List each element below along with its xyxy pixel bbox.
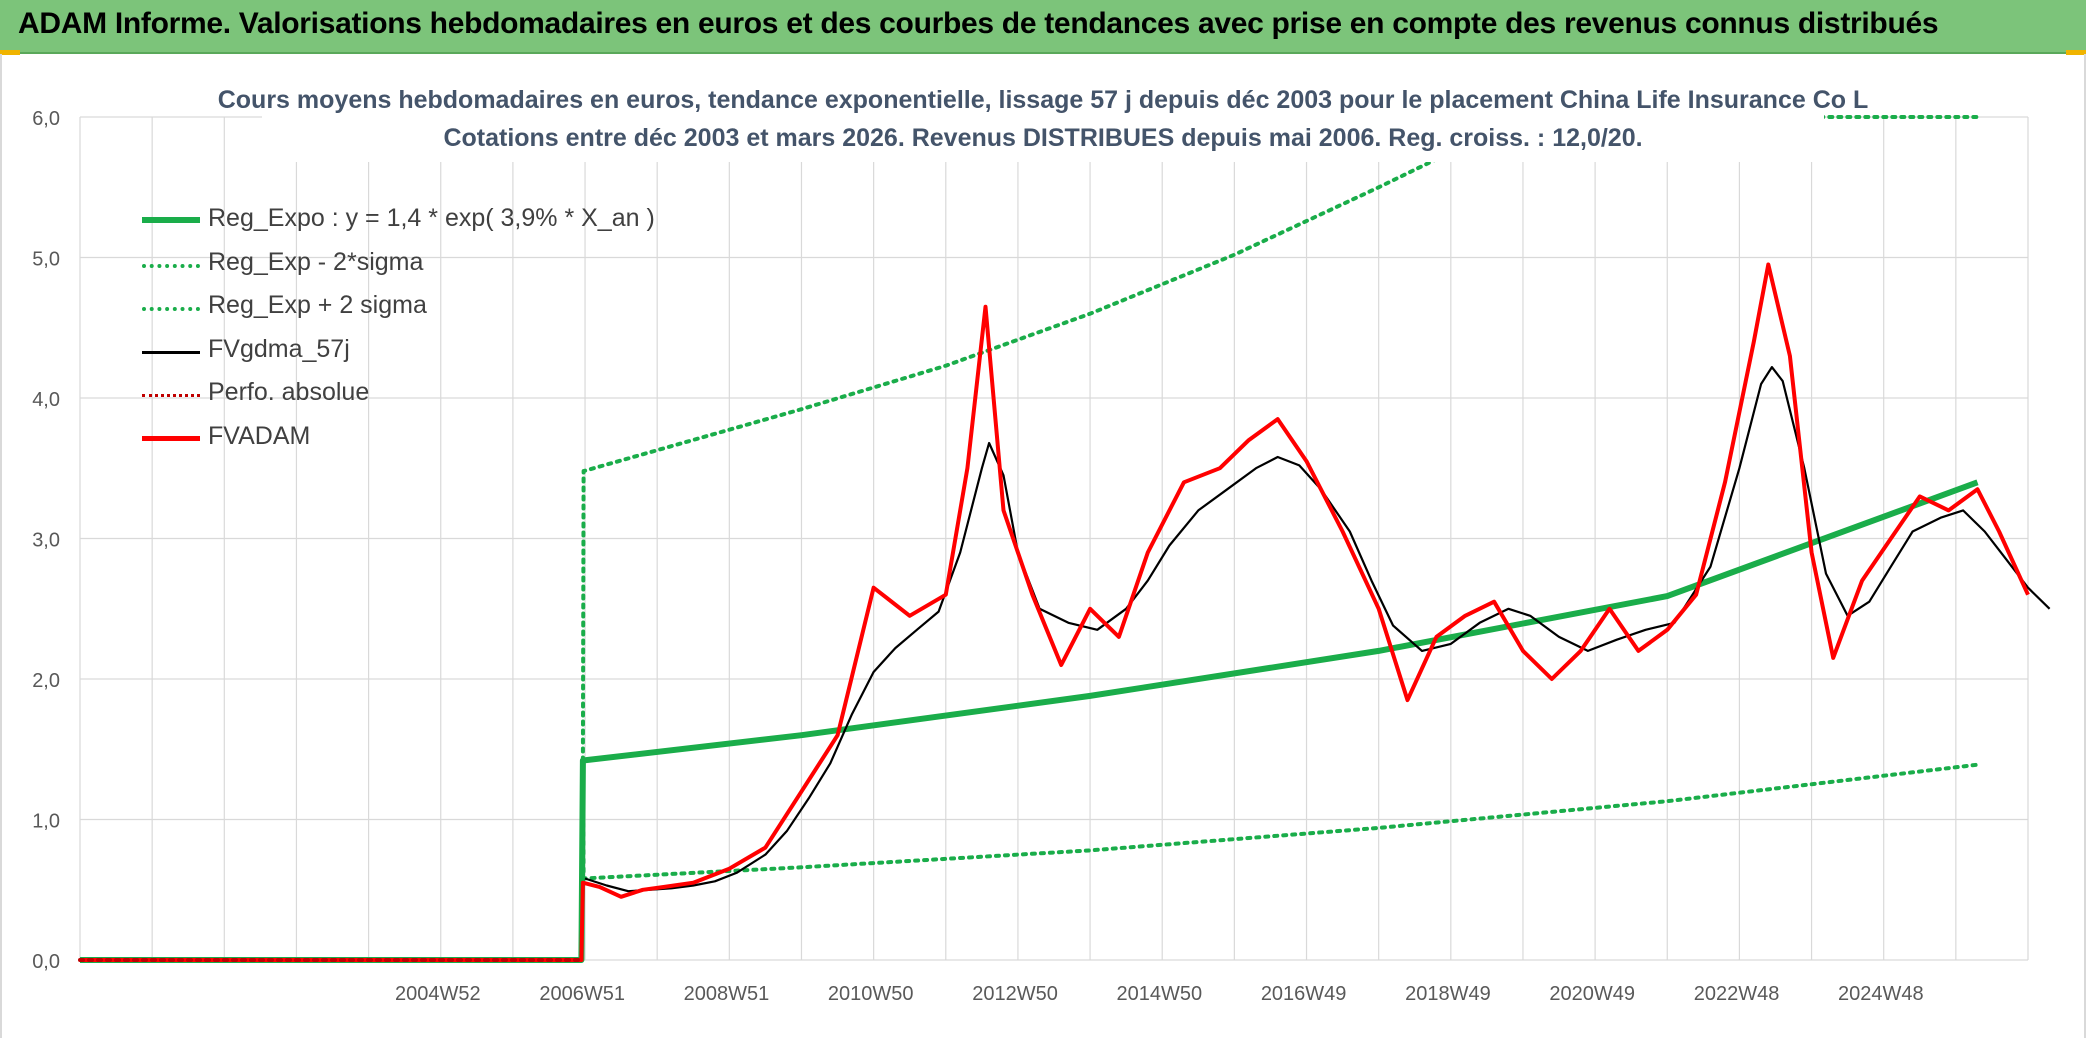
x-tick-label-3: 2010W50 [828, 983, 914, 1005]
legend-swatch-reg-exp-plus [142, 307, 200, 312]
x-tick-label-1: 2006W51 [539, 983, 625, 1005]
x-tick-label-8: 2020W49 [1549, 983, 1635, 1005]
tick-labels: 0,0 1,0 2,0 3,0 4,0 5,0 6,0 2004W52 2006W51 2008W… [32, 108, 1923, 1005]
y-tick-label-5: 5,0 [32, 249, 60, 271]
series-line-3 [584, 366, 2051, 893]
y-tick-label-2: 2,0 [32, 670, 60, 692]
y-tick-label-1: 1,0 [32, 811, 60, 833]
banner-title: ADAM Informe. Valorisations hebdomadaire… [18, 7, 1939, 40]
y-tick-label-3: 3,0 [32, 530, 60, 552]
corner-mark-left [0, 50, 20, 55]
chart-subtitle: Cotations entre déc 2003 et mars 2026. R… [443, 124, 1643, 152]
y-tick-label-6: 6,0 [32, 108, 60, 130]
x-tick-label-0: 2004W52 [395, 983, 481, 1005]
x-tick-label-10: 2024W48 [1838, 983, 1924, 1005]
x-tick-label-2: 2008W51 [684, 983, 770, 1005]
legend-swatch-reg-exp-minus [142, 263, 200, 268]
legend-label-reg-expo: Reg_Expo : y = 1,4 * exp( 3,9% * X_an ) [208, 204, 655, 232]
x-tick-label-6: 2016W49 [1261, 983, 1347, 1005]
legend-label-fvadam: FVADAM [208, 421, 311, 450]
series-line-0 [80, 479, 1979, 963]
chart-area [0, 54, 2086, 1038]
x-tick-label-5: 2014W50 [1117, 983, 1203, 1005]
y-tick-label-4: 4,0 [32, 389, 60, 411]
grid-lines [79, 116, 2029, 961]
legend-label-fvgdma: FVgdma_57j [208, 334, 350, 363]
x-tick-label-7: 2018W49 [1405, 983, 1491, 1005]
legend-swatch-reg-expo [142, 217, 200, 223]
legend-swatch-perfo [142, 394, 200, 398]
x-tick-label-9: 2022W48 [1694, 983, 1780, 1005]
y-tick-label-0: 0,0 [32, 951, 60, 973]
chart-title-background [262, 80, 1824, 162]
x-tick-label-4: 2012W50 [972, 983, 1058, 1005]
series-line-5 [80, 262, 2030, 962]
corner-mark-right [2066, 50, 2086, 55]
legend-label-perfo: Perfo. absolue [208, 378, 370, 407]
legend-label-reg-exp-plus: Reg_Exp + 2 sigma [208, 291, 427, 320]
banner: ADAM Informe. Valorisations hebdomadaire… [0, 0, 2086, 54]
legend-label-reg-exp-minus: Reg_Exp - 2*sigma [208, 247, 424, 276]
legend-swatch-fvgdma [142, 350, 200, 354]
legend-swatch-fvadam [142, 435, 200, 441]
chart-title: Cours moyens hebdomadaires en euros, ten… [217, 86, 1869, 114]
